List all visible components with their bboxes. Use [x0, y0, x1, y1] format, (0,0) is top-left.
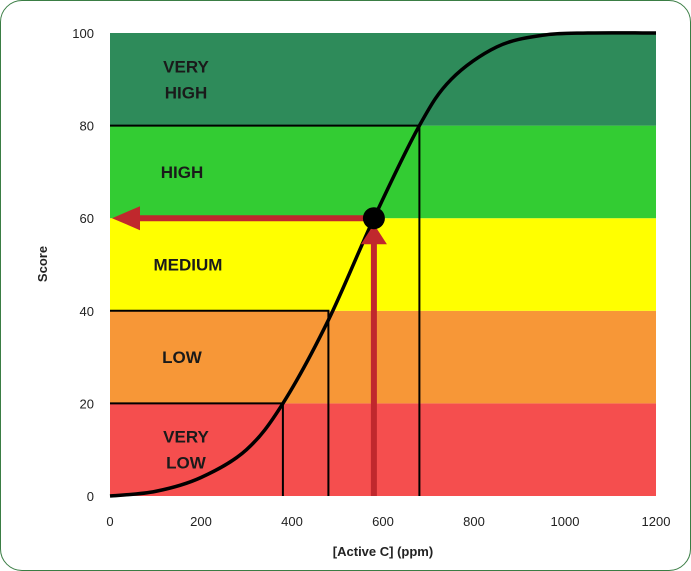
x-tick-1: 200 [190, 514, 212, 529]
y-tick-3: 60 [80, 211, 94, 226]
band-label-3-0: HIGH [161, 163, 204, 182]
threshold-line-1 [110, 309, 330, 496]
band-0 [110, 403, 656, 496]
band-label-1-0: LOW [162, 348, 203, 367]
x-tick-6: 1200 [642, 514, 671, 529]
x-axis-ticks: 0 200 400 600 800 1000 1200 [106, 514, 670, 529]
band-1 [110, 310, 656, 404]
band-labels: VERY LOW LOW MEDIUM HIGH VERY HIGH [154, 57, 223, 472]
band-label-0-1: LOW [166, 454, 207, 473]
horizontal-arrow-head [112, 206, 140, 231]
score-bands [110, 33, 656, 496]
band-4 [110, 33, 656, 126]
y-axis-title: Score [35, 246, 50, 282]
x-tick-5: 1000 [551, 514, 580, 529]
x-tick-0: 0 [106, 514, 113, 529]
y-tick-0: 0 [87, 489, 94, 504]
x-tick-3: 600 [372, 514, 394, 529]
x-axis-title: [Active C] (ppm) [333, 544, 433, 559]
y-tick-1: 20 [80, 396, 94, 411]
y-tick-5: 100 [72, 26, 94, 41]
band-label-4-1: HIGH [165, 83, 208, 102]
y-axis-ticks: 0 20 40 60 80 100 [72, 26, 94, 504]
x-tick-2: 400 [281, 514, 303, 529]
band-2 [110, 218, 656, 311]
band-label-2-0: MEDIUM [154, 256, 223, 275]
band-label-4-0: VERY [163, 57, 209, 76]
x-tick-4: 800 [463, 514, 485, 529]
reading-arrows [112, 206, 387, 496]
highlight-point [362, 207, 385, 230]
y-tick-4: 80 [80, 119, 94, 134]
vertical-arrow-head [360, 224, 387, 245]
band-label-0-0: VERY [163, 428, 209, 447]
y-tick-2: 40 [80, 304, 94, 319]
